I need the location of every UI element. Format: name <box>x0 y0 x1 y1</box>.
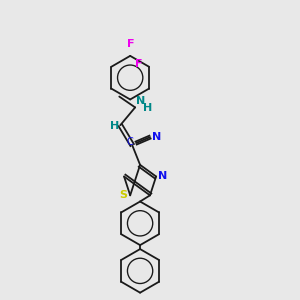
Text: N: N <box>158 172 168 182</box>
Text: C: C <box>126 137 133 147</box>
Text: F: F <box>128 39 135 49</box>
Text: F: F <box>135 59 142 69</box>
Text: H: H <box>110 121 119 131</box>
Text: S: S <box>119 190 127 200</box>
Text: H: H <box>143 103 152 113</box>
Text: N: N <box>136 96 146 106</box>
Text: N: N <box>152 132 161 142</box>
